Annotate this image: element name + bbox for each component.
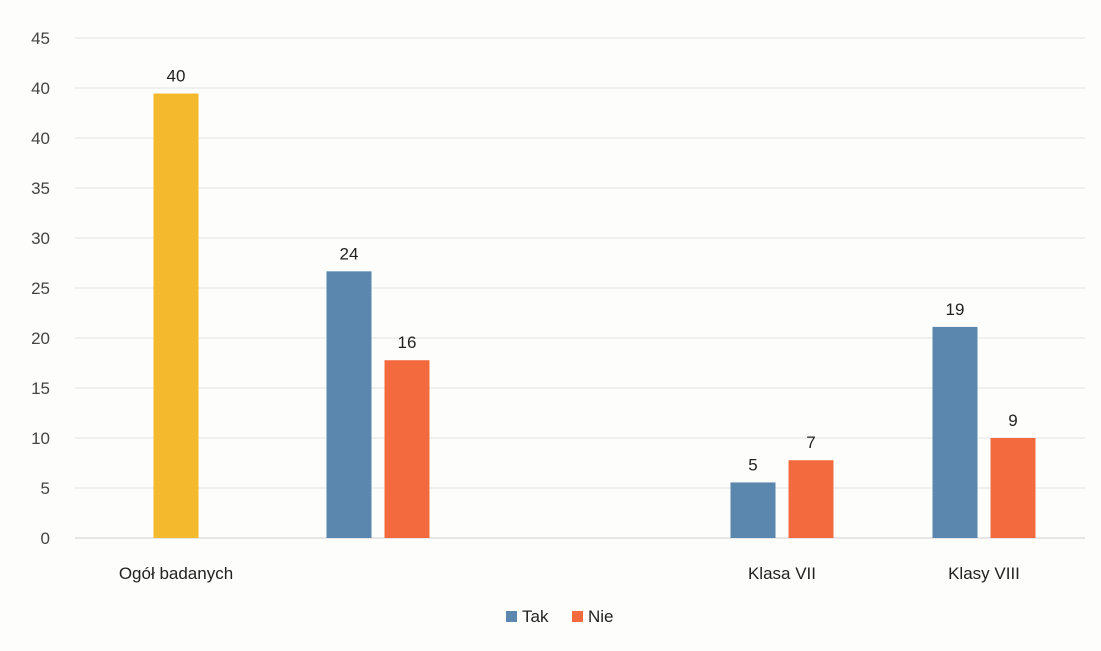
data-label: 5 bbox=[748, 455, 757, 474]
y-tick-label: 35 bbox=[31, 179, 50, 198]
y-tick-label: 30 bbox=[31, 229, 50, 248]
bar bbox=[730, 482, 776, 538]
legend-swatch bbox=[506, 611, 517, 622]
y-tick-label: 40 bbox=[31, 79, 50, 98]
y-tick-label: 15 bbox=[31, 379, 50, 398]
y-tick-label: 45 bbox=[31, 29, 50, 48]
legend-swatch bbox=[572, 611, 583, 622]
bar bbox=[326, 271, 372, 538]
y-tick-label: 10 bbox=[31, 429, 50, 448]
category-label: Ogół badanych bbox=[119, 564, 233, 583]
legend-label: Nie bbox=[588, 607, 614, 626]
bar bbox=[990, 438, 1036, 538]
data-label: 7 bbox=[806, 433, 815, 452]
bar bbox=[932, 326, 978, 538]
y-tick-label: 25 bbox=[31, 279, 50, 298]
y-tick-label: 0 bbox=[41, 529, 50, 548]
y-tick-label: 40 bbox=[31, 129, 50, 148]
y-tick-label: 5 bbox=[41, 479, 50, 498]
data-label: 9 bbox=[1008, 411, 1017, 430]
bar bbox=[788, 460, 834, 538]
bar bbox=[153, 93, 199, 539]
bar bbox=[384, 360, 430, 538]
data-label: 24 bbox=[340, 244, 359, 263]
data-label: 16 bbox=[398, 333, 417, 352]
y-tick-label: 20 bbox=[31, 329, 50, 348]
category-label: Klasa VII bbox=[748, 564, 816, 583]
category-label: Klasy VIII bbox=[948, 564, 1020, 583]
legend-label: Tak bbox=[522, 607, 549, 626]
data-label: 40 bbox=[167, 67, 186, 86]
data-label: 19 bbox=[946, 300, 965, 319]
